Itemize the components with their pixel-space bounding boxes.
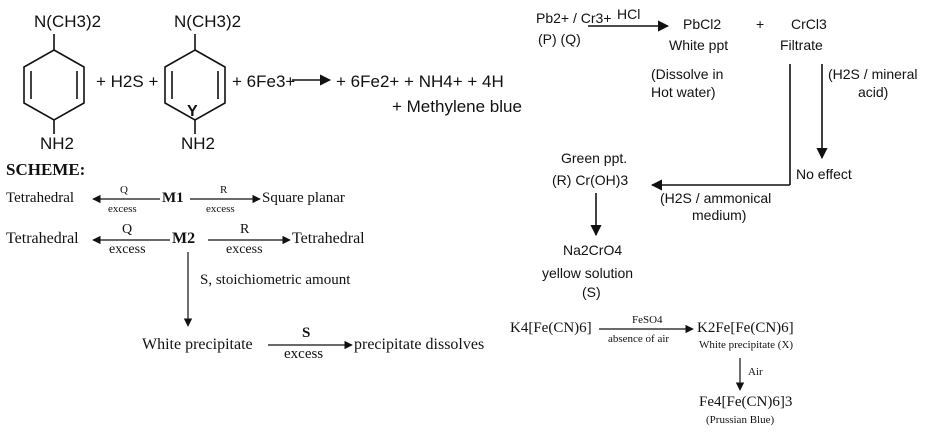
stoichiometric-label: S, stoichiometric amount (200, 272, 351, 288)
h2s-ammonical-label-1: (H2S / ammonical (660, 190, 772, 206)
benzene-ring-1 (23, 34, 85, 134)
row2-right-condition: excess (226, 242, 263, 257)
label-s: (S) (582, 284, 601, 300)
methylene-blue-product: + Methylene blue (392, 97, 522, 116)
dissolve-label-1: (Dissolve in (651, 66, 724, 82)
pbcl2-product: PbCl2 (683, 16, 722, 32)
white-precipitate-label: White precipitate (142, 336, 253, 353)
row3-condition: excess (284, 346, 324, 362)
m1-label: M1 (162, 190, 184, 206)
h2s-mineral-label-2: acid) (858, 84, 889, 100)
prussian-arrows (599, 324, 745, 391)
row1-left-product: Tetrahedral (6, 190, 75, 206)
row3-reagent: S (302, 325, 311, 341)
feso4-reagent: FeSO4 (632, 314, 663, 326)
filtrate-label: Filtrate (780, 37, 823, 53)
h2s-ammonical-label-2: medium) (692, 207, 747, 223)
prussian-blue-formula: Fe4[Fe(CN)6]3 (699, 394, 793, 410)
row1-left-reagent: Q (120, 184, 128, 196)
amino-group-1: NH2 (40, 134, 75, 153)
white-ppt-label: White ppt (669, 37, 729, 53)
row2-left-reagent: Q (122, 222, 133, 237)
row2-left-product: Tetrahedral (6, 230, 79, 247)
plus-sign: + (756, 16, 765, 32)
scheme-heading: SCHEME: (6, 160, 86, 179)
benzene-ring-2 (164, 34, 226, 134)
h2s-mineral-label-1: (H2S / mineral (828, 66, 918, 82)
reaction-products: + 6Fe2+ + NH4+ + 4H (336, 72, 504, 91)
pb-cr-reactants: Pb2+ / Cr3+ (536, 10, 612, 26)
amino-group-2: NH2 (181, 134, 216, 153)
dissolve-label-2: Hot water) (651, 84, 716, 100)
pb-cr-labels: (P) (Q) (538, 31, 581, 47)
row2-right-product: Tetrahedral (292, 230, 365, 247)
na2cro4-label: Na2CrO4 (563, 242, 623, 258)
row1-right-reagent: R (220, 184, 228, 196)
amine-group-1: N(CH3)2 (34, 12, 102, 31)
row2-left-condition: excess (109, 242, 146, 257)
yellow-solution-label: yellow solution (542, 265, 634, 281)
green-ppt-label: Green ppt. (561, 150, 628, 166)
scheme-arrows (92, 194, 353, 350)
air-label: Air (748, 366, 763, 378)
label-y: Y (187, 103, 198, 120)
precipitate-dissolves-label: precipitate dissolves (354, 336, 485, 353)
plus-fe3: + 6Fe3+ (232, 72, 296, 91)
row1-right-condition: excess (206, 203, 235, 215)
white-precipitate-x-label: White precipitate (X) (699, 339, 794, 351)
k4-reactant: K4[Fe(CN)6] (510, 320, 592, 336)
cr-oh3-label: (R) Cr(OH)3 (552, 172, 629, 188)
no-effect-label: No effect (796, 166, 852, 182)
hcl-reagent: HCl (617, 6, 641, 22)
absence-of-air-label: absence of air (608, 333, 670, 345)
plus-h2s: + H2S + (96, 72, 159, 91)
amine-group-2: N(CH3)2 (174, 12, 242, 31)
prussian-blue-label: (Prussian Blue) (706, 414, 775, 426)
crcl3-product: CrCl3 (791, 16, 827, 32)
row2-right-reagent: R (240, 222, 250, 237)
row1-right-product: Square planar (262, 190, 345, 206)
k2fe-product: K2Fe[Fe(CN)6] (697, 320, 794, 336)
m2-label: M2 (172, 230, 196, 247)
row1-left-condition: excess (108, 203, 137, 215)
pb-cr-arrows (588, 20, 828, 237)
